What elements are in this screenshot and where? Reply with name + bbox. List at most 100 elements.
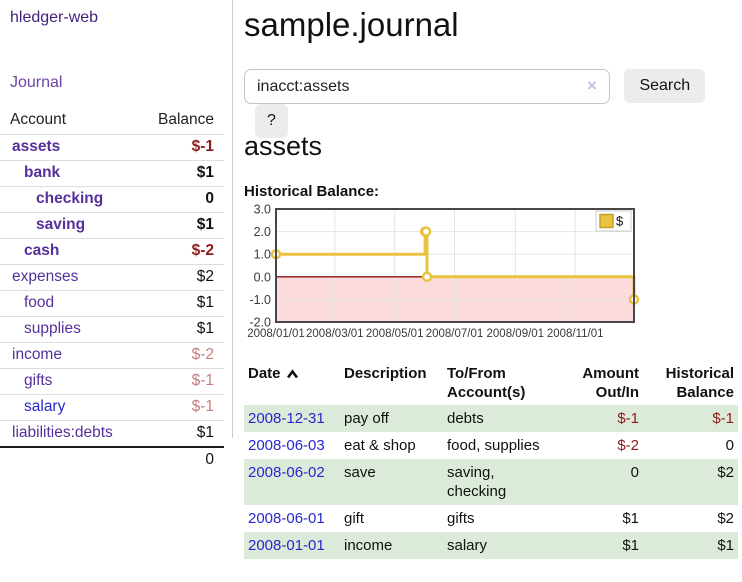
account-balance: $2 — [133, 264, 224, 291]
account-balance: $-1 — [133, 134, 224, 161]
x-axis-tick-label: 2008/03/01 — [306, 328, 364, 340]
account-row: assets $-1 — [0, 134, 224, 161]
accounts-header-balance: Balance — [133, 107, 224, 135]
transactions-table: Date Description To/From Account(s) Amoun… — [244, 361, 738, 559]
account-link[interactable]: liabilities:debts — [12, 424, 113, 441]
accounts-total-row: 0 — [0, 446, 224, 473]
account-balance: $-1 — [133, 368, 224, 395]
transaction-description: income — [344, 537, 393, 554]
transaction-balance: $2 — [717, 464, 734, 481]
account-balance: $1 — [133, 420, 224, 448]
data-point-marker — [421, 271, 433, 283]
transaction-description: pay off — [344, 410, 389, 427]
accounts-header-account: Account — [0, 107, 134, 135]
transaction-balance: $2 — [717, 510, 734, 527]
accounts-total: 0 — [133, 446, 224, 473]
transaction-accounts: gifts — [447, 510, 475, 527]
transaction-amount: $1 — [622, 510, 639, 527]
x-axis-tick-label: 2008/07/01 — [426, 328, 484, 340]
transaction-date-link[interactable]: 2008-06-01 — [248, 510, 325, 527]
transaction-accounts: salary — [447, 537, 488, 554]
sidebar-item-journal[interactable]: Journal — [10, 74, 63, 91]
sidebar: hledger-web Journal Account Balance asse… — [0, 0, 233, 473]
account-row: liabilities:debts $1 — [0, 420, 224, 448]
transaction-date-link[interactable]: 2008-06-02 — [248, 464, 325, 481]
account-row: salary $-1 — [0, 394, 224, 421]
account-row: food $1 — [0, 290, 224, 317]
account-link[interactable]: saving — [36, 216, 86, 233]
app-brand-link[interactable]: hledger-web — [10, 9, 99, 26]
x-axis-tick-label: 2008/01/01 — [247, 328, 305, 340]
y-axis-tick-label: -2.0 — [249, 316, 271, 330]
data-point-marker — [420, 226, 432, 237]
transaction-date-link[interactable]: 2008-12-31 — [248, 410, 325, 427]
transaction-accounts: food, supplies — [447, 437, 540, 454]
transaction-amount: $-1 — [617, 410, 639, 427]
x-axis-tick-label: 2008/11/01 — [547, 328, 604, 340]
account-link[interactable]: supplies — [24, 320, 81, 337]
transaction-amount: 0 — [630, 464, 639, 481]
register-header-balance: Historical Balance — [665, 365, 734, 401]
account-link[interactable]: gifts — [24, 372, 53, 389]
transaction-balance: $-1 — [712, 410, 734, 427]
account-link[interactable]: checking — [36, 190, 104, 207]
page-title: sample.journal — [244, 6, 459, 43]
account-balance: $1 — [133, 160, 224, 187]
account-link[interactable]: food — [24, 294, 55, 311]
account-balance: $-2 — [133, 238, 224, 265]
accounts-table: Account Balance assets $-1 bank $1 checking 0… — [0, 107, 224, 473]
account-link[interactable]: bank — [24, 164, 61, 181]
account-link[interactable]: income — [12, 346, 62, 363]
help-button[interactable]: ? — [255, 104, 288, 138]
transaction-row: 2008-06-02 save saving, checking 0 $2 — [244, 459, 738, 505]
transaction-row: 2008-12-31 pay off debts $-1 $-1 — [244, 405, 738, 432]
account-link[interactable]: assets — [12, 138, 61, 155]
y-axis-tick-label: 0.0 — [254, 270, 271, 284]
account-link[interactable]: salary — [24, 398, 66, 415]
account-balance: $-2 — [133, 342, 224, 369]
transaction-amount: $-2 — [617, 437, 639, 454]
transaction-description: eat & shop — [344, 437, 416, 454]
transaction-row: 2008-01-01 income salary $1 $1 — [244, 532, 738, 559]
chart-section-label: Historical Balance: — [244, 183, 380, 200]
search-button[interactable]: Search — [624, 69, 706, 103]
account-row: expenses $2 — [0, 264, 224, 291]
legend-label: $ — [616, 214, 624, 229]
plot-border — [275, 208, 635, 323]
y-axis-tick-label: 1.0 — [254, 248, 271, 262]
account-row: checking 0 — [0, 186, 224, 213]
transaction-amount: $1 — [622, 537, 639, 554]
register-header-date[interactable]: Date — [244, 361, 344, 405]
transaction-row: 2008-06-03 eat & shop food, supplies $-2 0 — [244, 432, 738, 459]
transaction-description: save — [344, 464, 376, 481]
search-input[interactable] — [244, 69, 610, 104]
clear-search-icon[interactable]: × — [587, 76, 597, 95]
account-balance: 0 — [133, 186, 224, 213]
sort-asc-icon — [286, 369, 298, 379]
y-axis-tick-label: 3.0 — [254, 204, 271, 217]
transaction-row: 2008-06-01 gift gifts $1 $2 — [244, 505, 738, 532]
account-link[interactable]: cash — [24, 242, 60, 259]
account-row: income $-2 — [0, 342, 224, 369]
account-balance: $1 — [133, 290, 224, 317]
transaction-date-link[interactable]: 2008-06-03 — [248, 437, 325, 454]
register-header-amount: Amount Out/In — [582, 365, 639, 401]
account-link[interactable]: expenses — [12, 268, 79, 285]
register-header-accounts: To/From Account(s) — [447, 365, 526, 401]
transaction-balance: $1 — [717, 537, 734, 554]
account-row: saving $1 — [0, 212, 224, 239]
y-axis-tick-label: -1.0 — [249, 293, 271, 307]
account-row: cash $-2 — [0, 238, 224, 265]
x-axis-tick-label: 2008/05/01 — [366, 328, 424, 340]
search-form: × Search ? — [244, 69, 738, 138]
transaction-date-link[interactable]: 2008-01-01 — [248, 537, 325, 554]
register-header-description: Description — [344, 365, 427, 382]
y-axis-tick-label: 2.0 — [254, 225, 271, 239]
x-axis-tick-label: 2008/09/01 — [487, 328, 545, 340]
account-balance: $-1 — [133, 394, 224, 421]
legend-swatch — [599, 213, 614, 229]
transaction-balance: 0 — [725, 437, 734, 454]
account-heading: assets — [244, 131, 323, 161]
transaction-accounts: saving, checking — [447, 464, 507, 500]
account-row: gifts $-1 — [0, 368, 224, 395]
